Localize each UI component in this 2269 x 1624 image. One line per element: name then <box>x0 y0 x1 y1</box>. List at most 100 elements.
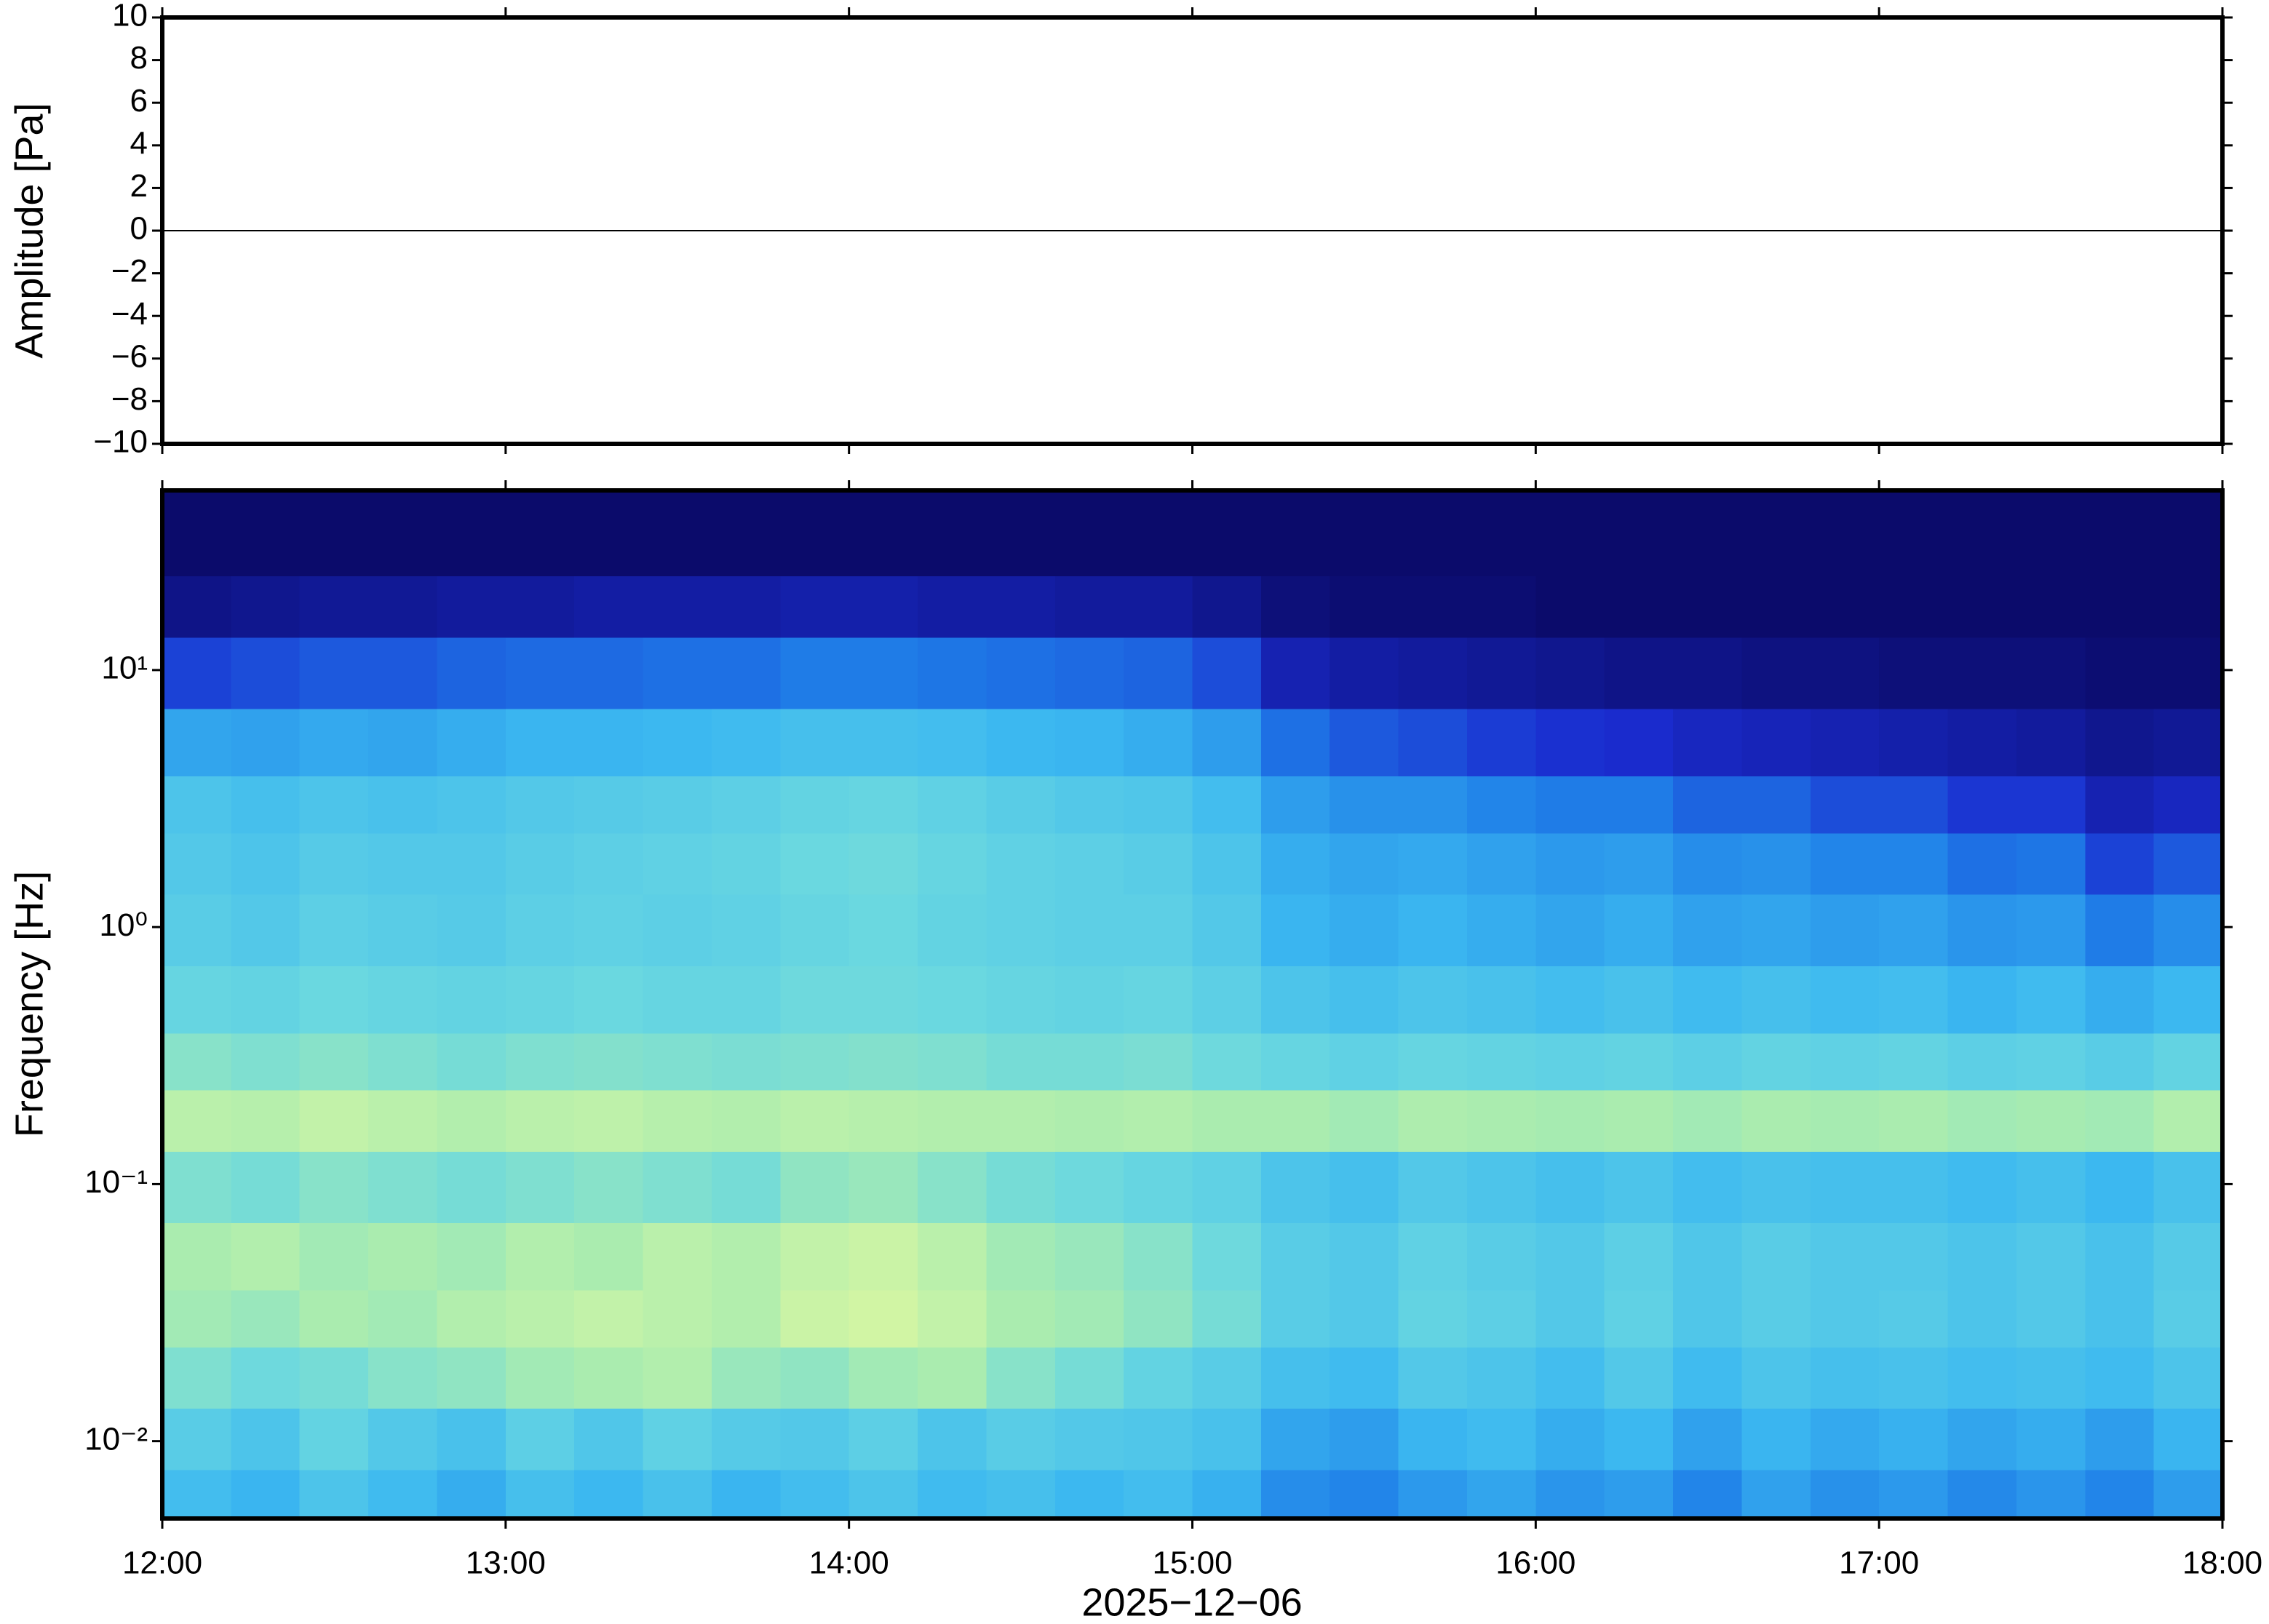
spectrogram-cell <box>1192 832 1262 895</box>
spectrogram-cell <box>162 1090 231 1152</box>
spectrogram-cell <box>1879 1222 1949 1291</box>
spectrogram-cell <box>1192 1408 1262 1470</box>
spectrogram-cell <box>2153 776 2223 834</box>
spectrogram-cell <box>849 709 918 777</box>
spectrogram-cell <box>1810 894 1880 966</box>
spectrogram-cell <box>2085 776 2155 834</box>
spectrogram-cell <box>1947 894 2017 966</box>
spectrogram-cell <box>162 1151 231 1224</box>
spectrogram-cell <box>2085 1151 2155 1224</box>
spectrogram-cell <box>231 894 301 966</box>
spectrogram-cell <box>1466 1347 1536 1409</box>
spectrogram-cell <box>1398 966 1468 1034</box>
spectrogram-cell <box>1124 1090 1193 1152</box>
spectrogram-cell <box>2153 637 2223 709</box>
spectrogram-cell <box>918 637 987 709</box>
spectrogram-cell <box>1741 1090 1811 1152</box>
y-tick-label: 10¹ <box>101 650 148 686</box>
spectrogram-cell <box>162 709 231 777</box>
spectrogram-cell <box>231 1151 301 1224</box>
y-axis-label: Frequency [Hz] <box>7 871 51 1137</box>
spectrogram-cell <box>1466 1469 1536 1519</box>
spectrogram-cell <box>1192 1222 1262 1291</box>
spectrogram-cell <box>574 776 644 834</box>
spectrogram-cell <box>711 1090 781 1152</box>
spectrogram-cell <box>505 1151 575 1224</box>
spectrogram-cell <box>1947 490 2017 577</box>
spectrogram-cell <box>643 832 712 895</box>
spectrogram-cell <box>574 1032 644 1091</box>
spectrogram-cell <box>918 576 987 638</box>
spectrogram-cell <box>1466 1032 1536 1091</box>
spectrogram-cell <box>299 1347 369 1409</box>
spectrogram-cell <box>1260 1090 1330 1152</box>
spectrogram-cell <box>2085 1090 2155 1152</box>
spectrogram-cell <box>986 1222 1056 1291</box>
spectrogram-cell <box>1673 894 1743 966</box>
spectrogram-cell <box>1054 709 1124 777</box>
spectrogram-cell <box>437 637 506 709</box>
spectrogram-cell <box>1810 966 1880 1034</box>
spectrogram-cell <box>1535 1222 1605 1291</box>
spectrogram-cell <box>1535 1408 1605 1470</box>
spectrogram-cell <box>1879 490 1949 577</box>
spectrogram-cell <box>1604 490 1674 577</box>
spectrogram-cell <box>2016 1151 2086 1224</box>
y-tick-label: 10 <box>112 0 148 33</box>
spectrogram-cell <box>1604 1469 1674 1519</box>
spectrogram-cell <box>1604 966 1674 1034</box>
spectrogram-cell <box>1192 1469 1262 1519</box>
spectrogram-cell <box>986 490 1056 577</box>
spectrogram-cell <box>1330 966 1399 1034</box>
spectrogram-cell <box>1810 576 1880 638</box>
spectrogram-cell <box>1054 1347 1124 1409</box>
spectrogram-cell <box>505 894 575 966</box>
spectrogram-cell <box>1398 1090 1468 1152</box>
spectrogram-cell <box>299 1090 369 1152</box>
spectrogram-cell <box>574 1347 644 1409</box>
spectrogram-cell <box>1054 776 1124 834</box>
spectrogram-cell <box>1054 966 1124 1034</box>
spectrogram-cell <box>162 1347 231 1409</box>
spectrogram-cell <box>231 966 301 1034</box>
spectrogram-cell <box>574 1090 644 1152</box>
spectrogram-cell <box>1947 709 2017 777</box>
spectrogram-cell <box>986 1289 1056 1348</box>
spectrogram-cell <box>918 1090 987 1152</box>
spectrogram-cell <box>1054 637 1124 709</box>
spectrogram-cell <box>1260 894 1330 966</box>
spectrogram-cell <box>1879 1289 1949 1348</box>
spectrogram-cell <box>1535 966 1605 1034</box>
spectrogram-cell <box>1054 1222 1124 1291</box>
spectrogram-cell <box>711 1222 781 1291</box>
x-axis-label: 2025−12−06 <box>1081 1580 1302 1624</box>
spectrogram-cell <box>2085 1289 2155 1348</box>
spectrogram-cell <box>1673 832 1743 895</box>
spectrogram-cell <box>2153 1090 2223 1152</box>
spectrogram-cell <box>1466 832 1536 895</box>
spectrogram-cell <box>574 490 644 577</box>
spectrogram-cell <box>437 576 506 638</box>
spectrogram-cell <box>299 776 369 834</box>
spectrogram-cell <box>1054 490 1124 577</box>
spectrogram-cell <box>2016 709 2086 777</box>
spectrogram-cell <box>574 1289 644 1348</box>
spectrogram-cell <box>1673 637 1743 709</box>
spectrogram-cell <box>1741 709 1811 777</box>
spectrogram-cell <box>780 776 850 834</box>
spectrogram-cell <box>849 576 918 638</box>
spectrogram-cell <box>918 1408 987 1470</box>
spectrogram-cell <box>299 1289 369 1348</box>
spectrogram-cell <box>1673 576 1743 638</box>
spectrogram-cell <box>368 1347 438 1409</box>
spectrogram-cell <box>162 490 231 577</box>
spectrogram-cell <box>711 490 781 577</box>
spectrogram-cell <box>1604 709 1674 777</box>
spectrogram-cell <box>986 576 1056 638</box>
spectrogram-cell <box>1330 1090 1399 1152</box>
spectrogram-cell <box>1054 1289 1124 1348</box>
spectrogram-cell <box>780 490 850 577</box>
spectrogram-cell <box>1398 1289 1468 1348</box>
spectrogram-cell <box>437 832 506 895</box>
spectrogram-cell <box>1535 1032 1605 1091</box>
